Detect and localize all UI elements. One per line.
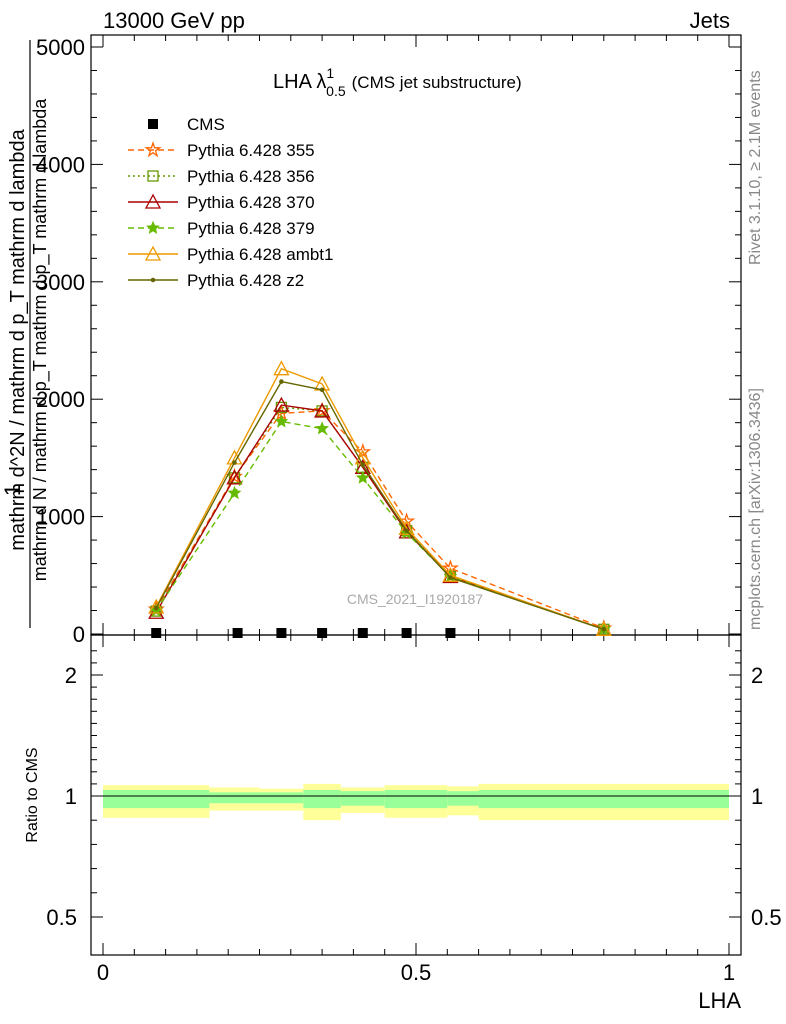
series-line-6 — [155, 380, 605, 630]
series-5-point — [273, 360, 290, 376]
xtick-label: 0 — [97, 960, 109, 985]
series-6-point — [448, 575, 453, 580]
ylabel-main: mathrm d^2N / mathrm d p_T mathrm d lamb… — [7, 128, 29, 550]
legend-marker-6 — [150, 277, 156, 283]
series-6-point — [232, 460, 237, 465]
series-6-point — [279, 379, 284, 384]
plot-title-main: LHA λ — [273, 71, 326, 93]
series-line-5 — [155, 367, 605, 630]
plot-title-sub: 0.5 — [326, 83, 346, 99]
series-3-point — [148, 603, 165, 619]
legend-label-6: Pythia 6.428 z2 — [187, 271, 304, 290]
ratio-ytick-label-right: 0.5 — [751, 905, 782, 930]
ratio-ytick-label-right: 1 — [751, 784, 763, 809]
series-3-point — [314, 402, 331, 418]
ylabel-denominator: mathrm d N / mathrm d p_T mathrm d p_T m… — [30, 98, 51, 581]
ratio-band-green — [259, 792, 304, 804]
plot-title-sup: 1 — [326, 65, 334, 81]
legend-marker-3 — [144, 193, 162, 209]
ratio-band-green — [303, 789, 341, 809]
legend-label-cms: CMS — [187, 115, 225, 134]
main-ytick-label: 2000 — [36, 387, 85, 412]
cms-data-point — [317, 628, 328, 638]
series-6-point — [404, 528, 409, 533]
series-4-point — [355, 470, 370, 484]
legend-label-4: Pythia 6.428 379 — [187, 219, 315, 238]
series-3-point — [273, 396, 290, 412]
cms-data-point — [357, 628, 368, 638]
series-6-point — [601, 627, 607, 632]
series-4-point — [227, 485, 242, 500]
legend: CMS Pythia 6.428 355 Pythia 6.428 356 Pythi… — [128, 115, 333, 290]
ratio-band-green — [340, 791, 385, 806]
xlabel: LHA — [698, 988, 741, 1013]
legend-label-3: Pythia 6.428 370 — [187, 193, 315, 212]
legend-marker-cms — [148, 119, 158, 129]
data-points-layer — [151, 628, 456, 638]
series-3-point — [226, 469, 243, 485]
plot-title-rest: (CMS jet substructure) — [352, 73, 522, 92]
plot-title: LHA λ1 0.5 (CMS jet substructure) — [273, 65, 522, 99]
series-4-point — [315, 421, 330, 435]
cms-data-point — [445, 628, 456, 638]
series-6-point — [360, 462, 366, 468]
xtick-label: 1 — [723, 960, 735, 985]
ylabel-fraction-top: 1 — [0, 484, 25, 496]
series-6-point — [153, 605, 159, 611]
series-2-point — [228, 472, 241, 484]
series-2-point — [316, 405, 328, 417]
legend-label-5: Pythia 6.428 ambt1 — [187, 245, 333, 264]
cms-data-point — [401, 628, 412, 638]
series-layer — [147, 360, 613, 636]
header-right-label: Jets — [690, 8, 730, 33]
xtick-label: 0.5 — [401, 960, 432, 985]
series-4-point — [274, 414, 289, 428]
header-left-label: 13000 GeV pp — [103, 8, 245, 33]
ratio-band-green — [103, 789, 210, 809]
analysis-watermark: CMS_2021_I1920187 — [347, 591, 483, 607]
ratio-band-green — [447, 791, 479, 806]
legend-label-2: Pythia 6.428 356 — [187, 167, 315, 186]
cms-data-point — [276, 628, 287, 638]
ratio-ytick-label: 0.5 — [46, 905, 77, 930]
main-ytick-label: 3000 — [36, 270, 85, 295]
legend-marker-2 — [147, 170, 159, 182]
ratio-ylabel: Ratio to CMS — [24, 747, 41, 842]
series-6-point — [319, 387, 325, 393]
series-line-1 — [155, 410, 605, 629]
ratio-ytick-label: 2 — [65, 663, 77, 688]
main-ytick-label: 0 — [73, 622, 85, 647]
main-ytick-label: 5000 — [36, 35, 85, 60]
series-5-point — [398, 519, 415, 535]
mcplots-label: mcplots.cern.ch [arXiv:1306.3436] — [747, 388, 764, 630]
rivet-version-label: Rivet 3.1.10, ≥ 2.1M events — [747, 70, 764, 265]
ratio-band-green — [478, 789, 729, 809]
legend-marker-1 — [144, 140, 162, 158]
main-ytick-label: 4000 — [36, 152, 85, 177]
main-ytick-label: 1000 — [36, 505, 85, 530]
ratio-band-green — [384, 789, 448, 809]
ratio-uncertainty-bands — [103, 783, 729, 821]
cms-data-point — [232, 628, 243, 638]
ratio-band-green — [209, 792, 260, 804]
legend-marker-5 — [144, 245, 162, 261]
ratio-ytick-label-right: 2 — [751, 663, 763, 688]
ratio-ytick-label: 1 — [65, 784, 77, 809]
cms-data-point — [151, 628, 162, 638]
legend-marker-4 — [146, 220, 160, 234]
legend-label-1: Pythia 6.428 355 — [187, 141, 315, 160]
series-5-point — [148, 598, 165, 614]
